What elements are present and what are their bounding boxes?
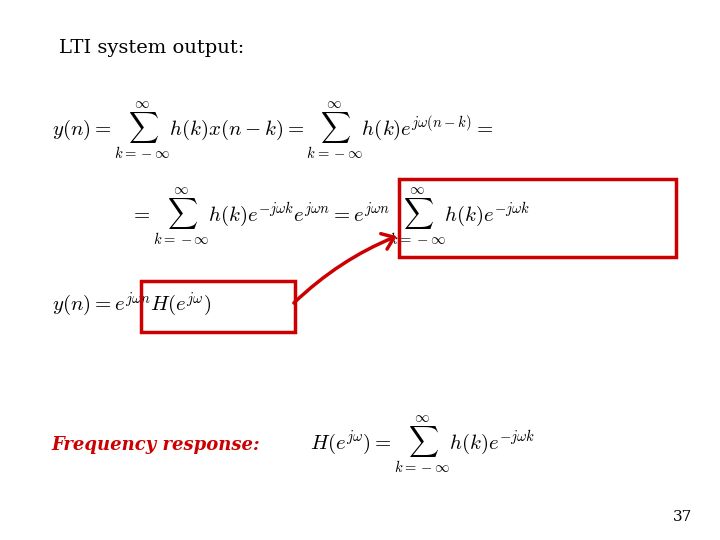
FancyArrowPatch shape (294, 234, 394, 303)
Text: 37: 37 (673, 510, 693, 524)
Text: $y(n) = \sum_{k=-\infty}^{\infty} h(k)x(n-k) = \sum_{k=-\infty}^{\infty} h(k)e^{: $y(n) = \sum_{k=-\infty}^{\infty} h(k)x(… (52, 100, 492, 161)
Text: $= \sum_{k=-\infty}^{\infty} h(k)e^{-j\omega k}e^{j\omega n} = e^{j\omega n}\sum: $= \sum_{k=-\infty}^{\infty} h(k)e^{-j\o… (130, 186, 531, 247)
Text: Frequency response:: Frequency response: (52, 436, 260, 454)
Text: $y(n) = e^{j\omega n}H(e^{j\omega})$: $y(n) = e^{j\omega n}H(e^{j\omega})$ (52, 291, 211, 319)
Text: LTI system output:: LTI system output: (59, 39, 244, 57)
Text: $H(e^{j\omega}) = \sum_{k=-\infty}^{\infty} h(k)e^{-j\omega k}$: $H(e^{j\omega}) = \sum_{k=-\infty}^{\inf… (310, 414, 535, 475)
